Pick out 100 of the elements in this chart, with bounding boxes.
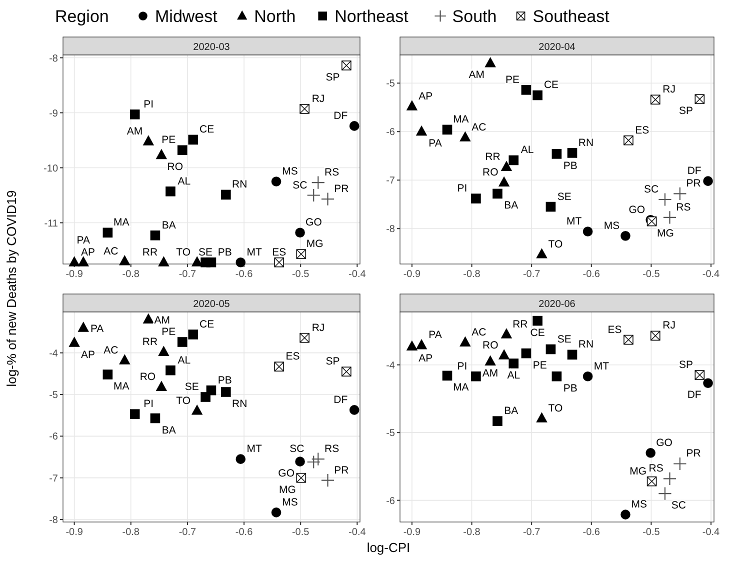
data-label: SC	[644, 184, 659, 196]
x-tick-label: -0.5	[642, 527, 660, 538]
point	[349, 405, 360, 415]
point	[460, 336, 471, 346]
point	[311, 452, 325, 466]
data-label: MA	[114, 216, 130, 229]
x-tick-label: -0.6	[235, 527, 254, 538]
y-tick-label: -6	[386, 127, 396, 138]
data-label: AM	[126, 125, 143, 138]
y-tick-label: -8	[49, 53, 58, 64]
data-label: GO	[656, 436, 672, 449]
legend-title: Region	[55, 7, 109, 26]
data-label: RN	[578, 338, 594, 351]
point	[236, 257, 246, 268]
data-label: ES	[608, 324, 622, 336]
data-label: PE	[162, 326, 176, 338]
x-tick-label: -0.6	[235, 269, 254, 280]
x-tick-label: -0.8	[463, 269, 481, 280]
point	[620, 510, 630, 520]
data-label: PE	[532, 359, 547, 372]
x-tick-label: -0.8	[122, 527, 140, 538]
y-tick-label: -7	[49, 473, 58, 484]
y-tick-label: -4	[386, 360, 396, 372]
point	[192, 256, 202, 266]
chart-title: 2020-04	[538, 42, 576, 53]
point	[484, 356, 496, 366]
y-tick-label: -10	[44, 163, 58, 174]
point	[673, 456, 687, 471]
point	[658, 486, 672, 500]
data-label: AL	[178, 175, 191, 188]
data-label: SE	[557, 190, 572, 203]
y-tick-label: -5	[386, 78, 396, 90]
x-tick-label: -0.9	[66, 527, 84, 538]
point	[536, 248, 548, 258]
data-label: RS	[324, 166, 340, 179]
y-tick-label: -8	[386, 224, 396, 236]
data-label: RN	[232, 178, 248, 191]
data-label: CE	[200, 318, 214, 330]
data-label: AL	[520, 144, 534, 156]
chart-title: 2020-03	[193, 42, 230, 53]
x-tick-label: -0.5	[292, 269, 310, 280]
data-label: AP	[81, 246, 96, 258]
point	[156, 381, 167, 391]
data-label: BA	[504, 200, 518, 212]
x-axis-title: log-CPI	[366, 540, 410, 555]
data-label: PB	[218, 374, 232, 386]
data-label: BA	[162, 424, 176, 436]
point	[673, 186, 687, 201]
point	[192, 404, 202, 415]
data-label: TO	[548, 402, 563, 414]
legend-label: North	[254, 7, 296, 26]
point	[306, 188, 320, 202]
data-label: MG	[306, 238, 324, 250]
data-label: GO	[306, 216, 322, 229]
data-label: PA	[428, 138, 442, 150]
data-label: MT	[246, 246, 262, 258]
data-label: CE	[530, 326, 545, 339]
data-label: AL	[507, 369, 520, 382]
y-tick-label: -9	[49, 108, 58, 120]
data-label: PA	[428, 329, 442, 342]
data-label: CE	[200, 124, 214, 136]
data-label: RR	[142, 246, 158, 258]
data-label: DF	[687, 165, 702, 178]
y-tick-label: -6	[49, 432, 58, 443]
point	[320, 473, 335, 488]
legend-label: South	[452, 7, 497, 26]
data-label: MA	[453, 382, 469, 394]
data-label: PI	[457, 182, 468, 195]
chart-title: 2020-06	[538, 299, 576, 310]
x-tick-label: -0.4	[348, 269, 366, 280]
point	[349, 121, 360, 131]
point	[158, 346, 170, 356]
x-tick-label: -0.5	[292, 527, 310, 538]
data-label: RJ	[312, 322, 325, 334]
x-tick-label: -0.7	[522, 269, 541, 280]
x-tick-label: -0.5	[642, 269, 660, 280]
legend-label: Northeast	[334, 7, 409, 26]
point	[536, 412, 548, 422]
x-tick-label: -0.7	[178, 527, 197, 538]
point	[501, 328, 512, 338]
data-label: TO	[176, 246, 191, 258]
point	[158, 256, 170, 266]
data-label: MG	[279, 484, 296, 496]
x-tick-label: -0.7	[178, 269, 197, 280]
point	[646, 448, 656, 458]
point	[271, 508, 282, 518]
data-label: PE	[505, 74, 520, 86]
x-tick-label: -0.8	[122, 269, 140, 280]
data-label: SC	[290, 443, 305, 455]
data-label: PR	[686, 178, 702, 190]
data-label: AL	[178, 354, 191, 366]
data-label: DF	[334, 394, 348, 406]
data-label: RS	[648, 462, 664, 475]
y-tick-label: -4	[49, 348, 58, 360]
data-label: RS	[676, 201, 691, 214]
data-label: RO	[167, 161, 184, 174]
data-label: SC	[292, 179, 308, 192]
point	[143, 314, 154, 324]
point	[143, 136, 154, 146]
data-label: BA	[162, 219, 176, 232]
